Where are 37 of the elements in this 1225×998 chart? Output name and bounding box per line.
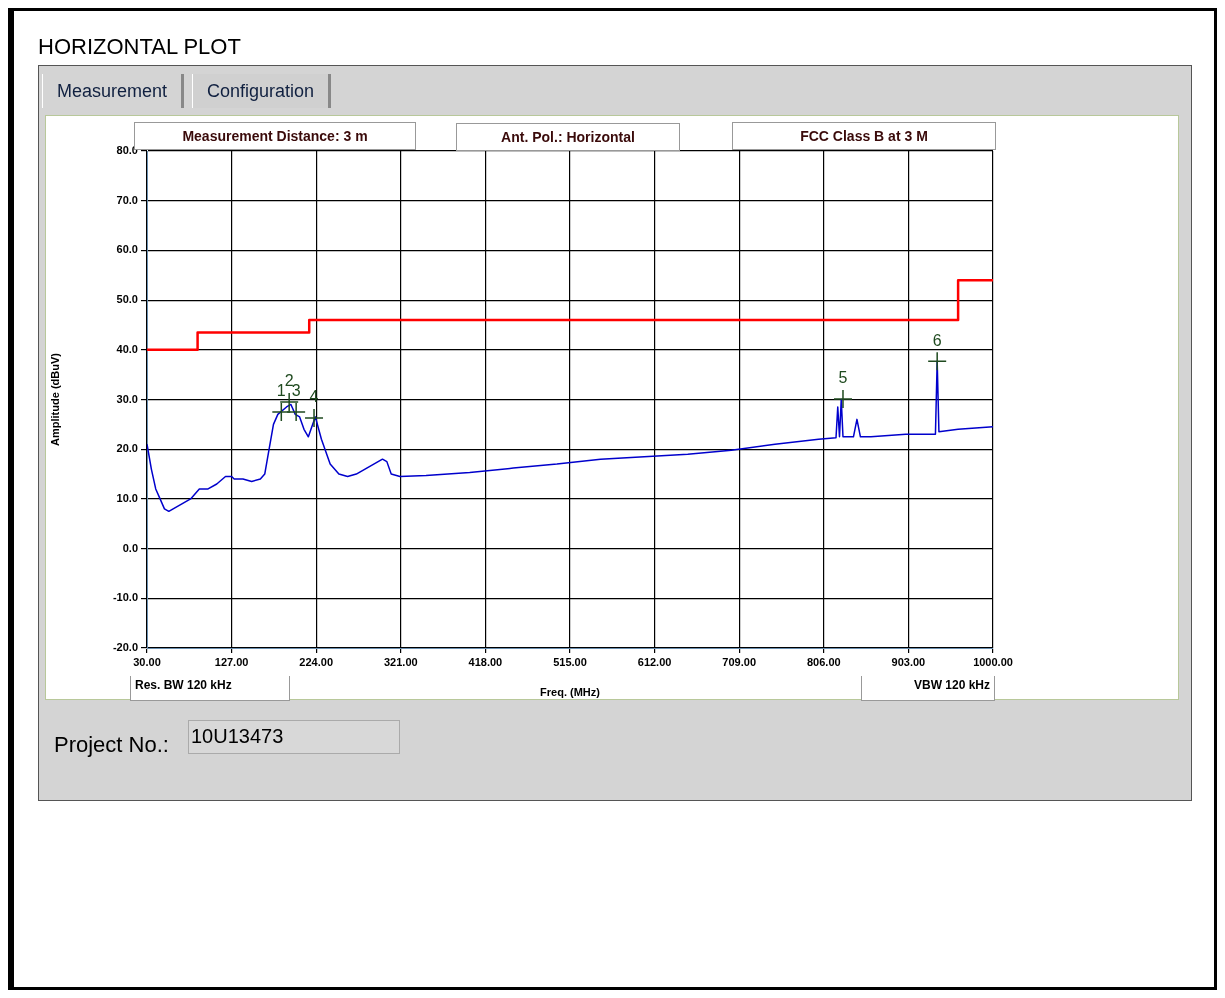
x-tick-label: 612.00 — [637, 655, 672, 668]
y-tick-label: 40.0 — [116, 342, 138, 355]
text-box: Measurement Distance: 3 m — [134, 122, 416, 150]
x-tick-label: 806.00 — [806, 655, 841, 668]
y-tick-label: 30.0 — [116, 392, 138, 405]
x-tick-label: 127.00 — [214, 655, 249, 668]
text: VBW 120 kHz — [861, 676, 995, 701]
chart-title: HORIZONTAL PLOT — [38, 34, 241, 60]
y-tick-label: 60.0 — [116, 243, 138, 256]
text-box: Ant. Pol.: Horizontal — [456, 123, 680, 151]
y-tick-label: -10.0 — [112, 591, 138, 604]
x-tick-label: 321.00 — [383, 655, 418, 668]
text: 10U13473 — [188, 720, 400, 754]
y-tick-label: 50.0 — [116, 293, 138, 306]
y-tick-label: 0.0 — [122, 541, 138, 554]
tab-button: Configuration — [192, 74, 332, 108]
y-tick-label: -20.0 — [112, 641, 138, 654]
y-tick-label: 10.0 — [116, 491, 138, 504]
y-axis-title: Amplitude (dBuV) — [48, 352, 61, 446]
y-tick-label: 20.0 — [116, 442, 138, 455]
x-tick-label: 30.00 — [133, 655, 161, 668]
annotation: 6 — [932, 331, 942, 349]
y-tick-label: 70.0 — [116, 193, 138, 206]
x-tick-label: 1000.00 — [973, 655, 1013, 668]
text: Project No.: — [54, 732, 169, 758]
x-axis-title: Freq. (MHz) — [540, 686, 601, 699]
x-tick-label: 709.00 — [722, 655, 757, 668]
tab-button: Measurement — [42, 74, 185, 108]
annotation: 1 — [276, 382, 286, 400]
text-box: FCC Class B at 3 M — [732, 122, 996, 150]
text: Res. BW 120 kHz — [130, 676, 290, 701]
x-tick-label: 224.00 — [299, 655, 334, 668]
annotation: 3 — [291, 382, 301, 400]
x-tick-label: 418.00 — [468, 655, 503, 668]
annotation: 5 — [838, 369, 848, 387]
x-tick-label: 903.00 — [891, 655, 926, 668]
x-tick-label: 515.00 — [553, 655, 587, 668]
